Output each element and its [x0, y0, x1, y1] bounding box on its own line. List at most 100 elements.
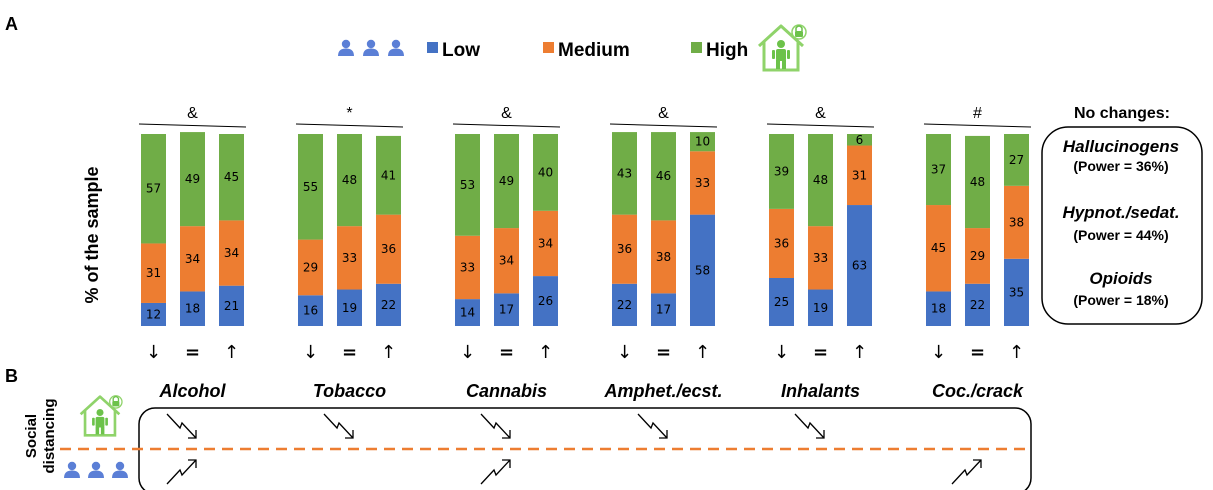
no-change-name-opioids: Opioids: [1089, 269, 1152, 288]
data-label-coc-crack-3-high: 27: [1009, 153, 1024, 167]
data-label-amphet-ecst-1-medium: 36: [617, 242, 632, 256]
data-label-coc-crack-2-high: 48: [970, 175, 985, 189]
data-label-coc-crack-1-high: 37: [931, 163, 946, 177]
bar-inhalants-2-medium: [808, 226, 833, 290]
bar-cannabis-2-low: [494, 293, 519, 326]
legend-label-high: High: [706, 40, 748, 61]
substance-label-cannabis: Cannabis: [466, 381, 547, 401]
data-label-cannabis-1-high: 53: [460, 178, 475, 192]
trend-down-arrow-amphet-ecst: [637, 413, 668, 439]
data-label-alcohol-2-high: 49: [185, 172, 200, 186]
no-change-power-hypnot-sedat: (Power = 44%): [1073, 227, 1168, 243]
data-label-amphet-ecst-2-medium: 38: [656, 250, 671, 264]
data-label-amphet-ecst-3-medium: 33: [695, 176, 710, 190]
panel-a-letter: A: [5, 14, 18, 34]
data-label-tobacco-3-medium: 36: [381, 242, 396, 256]
data-label-inhalants-3-high: 6: [856, 133, 864, 147]
trend-arrows: [166, 413, 982, 485]
panel-b-letter: B: [5, 366, 18, 386]
house-lock-icon: [79, 394, 124, 437]
bar-symbol-inhalants-equal-sign: =: [813, 342, 828, 363]
panel-b: Social distancing: [23, 394, 1032, 490]
bar-amphet-ecst-1-high: [612, 132, 637, 215]
data-label-inhalants-2-medium: 33: [813, 251, 828, 265]
bar-symbol-cannabis-equal-sign: =: [499, 342, 514, 363]
bar-coc-crack-3-high: [1004, 134, 1029, 186]
data-label-tobacco-3-low: 22: [381, 298, 396, 312]
trend-down-arrow-inhalants: [794, 413, 825, 439]
data-label-cannabis-1-medium: 33: [460, 260, 475, 274]
bar-amphet-ecst-3-high: [690, 132, 715, 152]
bar-coc-crack-3-medium: [1004, 185, 1029, 259]
significance-cannabis: &: [501, 105, 512, 122]
bar-tobacco-3-high: [376, 135, 401, 215]
significance-line-cannabis: [452, 123, 561, 128]
bar-amphet-ecst-1-low: [612, 283, 637, 326]
bar-cannabis-1-high: [455, 134, 480, 236]
bar-inhalants-2-high: [808, 134, 833, 227]
bar-inhalants-3-medium: [847, 145, 872, 206]
bar-symbol-cannabis-down-arrow: ↓: [460, 342, 475, 363]
data-label-inhalants-1-high: 39: [774, 164, 789, 178]
social-distancing-label-line2: distancing: [41, 398, 58, 473]
bar-amphet-ecst-3-low: [690, 214, 715, 326]
significance-coc-crack: #: [973, 105, 982, 122]
bar-tobacco-3-medium: [376, 214, 401, 284]
data-label-inhalants-3-low: 63: [852, 259, 867, 273]
bar-symbol-tobacco-down-arrow: ↓: [303, 342, 318, 363]
data-label-tobacco-3-high: 41: [381, 168, 396, 182]
substance-label-coc-crack: Coc./crack: [932, 381, 1024, 401]
bar-inhalants-3-low: [847, 205, 872, 326]
y-axis-label: % of the sample: [82, 166, 102, 303]
data-label-tobacco-2-medium: 33: [342, 251, 357, 265]
data-label-tobacco-2-low: 19: [342, 301, 357, 315]
legend-label-medium: Medium: [558, 40, 630, 61]
legend-swatch-high: [691, 42, 702, 53]
bar-tobacco-1-medium: [298, 239, 323, 296]
bar-inhalants-3-high: [847, 134, 872, 146]
significance-inhalants: &: [815, 105, 826, 122]
bar-tobacco-1-high: [298, 134, 323, 240]
bar-alcohol-2-medium: [180, 226, 205, 292]
bar-cannabis-1-low: [455, 299, 480, 326]
data-label-amphet-ecst-2-high: 46: [656, 169, 671, 183]
bar-alcohol-3-low: [219, 285, 244, 326]
trend-up-arrow-coc-crack: [951, 459, 982, 485]
data-label-cannabis-1-low: 14: [460, 306, 475, 320]
data-label-coc-crack-2-low: 22: [970, 298, 985, 312]
bar-symbol-inhalants-down-arrow: ↓: [774, 342, 789, 363]
data-label-cannabis-3-medium: 34: [538, 236, 553, 250]
bar-alcohol-1-high: [141, 134, 166, 244]
trend-down-arrow-cannabis: [480, 413, 511, 439]
legend: Low Medium High: [338, 23, 808, 72]
significance-line-amphet-ecst: [609, 123, 718, 128]
bar-cannabis-3-high: [533, 134, 558, 211]
house-lock-icon: [757, 23, 808, 72]
bar-coc-crack-1-medium: [926, 205, 951, 292]
data-label-inhalants-1-medium: 36: [774, 236, 789, 250]
data-label-amphet-ecst-3-low: 58: [695, 263, 710, 277]
bar-inhalants-1-low: [769, 278, 794, 326]
legend-swatch-medium: [543, 42, 554, 53]
stacked-bars: 12 31 57 18 34 49 21 34 45 16 29 55 19 33 48 22 36 41 14 33…: [141, 132, 1029, 326]
bar-alcohol-1-medium: [141, 243, 166, 303]
bar-cannabis-2-medium: [494, 228, 519, 294]
bar-symbol-cannabis-up-arrow: ↑: [538, 342, 553, 363]
no-change-name-hypnot-sedat: Hypnot./sedat.: [1062, 203, 1179, 222]
bar-symbol-alcohol-down-arrow: ↓: [146, 342, 161, 363]
significance-line-inhalants: [766, 123, 875, 128]
data-label-coc-crack-1-medium: 45: [931, 241, 946, 255]
significance-line-tobacco: [295, 123, 404, 128]
data-label-coc-crack-1-low: 18: [931, 302, 946, 316]
bar-amphet-ecst-2-low: [651, 293, 676, 326]
bar-symbol-amphet-ecst-down-arrow: ↓: [617, 342, 632, 363]
data-label-alcohol-2-low: 18: [185, 302, 200, 316]
bar-cannabis-3-low: [533, 276, 558, 326]
data-label-tobacco-1-high: 55: [303, 180, 318, 194]
bar-symbol-coc-crack-up-arrow: ↑: [1009, 342, 1024, 363]
bar-tobacco-2-high: [337, 134, 362, 227]
bar-symbol-alcohol-up-arrow: ↑: [224, 342, 239, 363]
legend-label-low: Low: [442, 40, 480, 61]
data-label-coc-crack-3-low: 35: [1009, 285, 1024, 299]
